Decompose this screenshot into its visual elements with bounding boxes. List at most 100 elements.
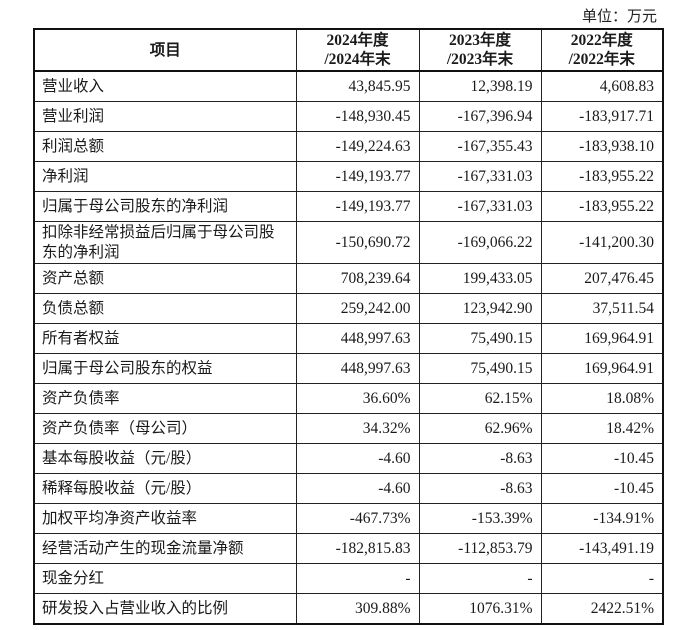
- header-item-label: 项目: [149, 41, 181, 59]
- value-2023: 12,398.19: [418, 70, 542, 102]
- value-2023: -167,331.03: [418, 161, 542, 192]
- value-2022: -143,491.19: [540, 533, 664, 564]
- value-2023: -8.63: [418, 443, 542, 474]
- table-row: 归属于母公司股东的净利润 -149,193.77 -167,331.03 -18…: [33, 191, 664, 222]
- value-2023: -112,853.79: [418, 533, 542, 564]
- row-label: 营业收入: [33, 70, 297, 102]
- value-2023: -167,355.43: [418, 131, 542, 162]
- value-2024: 708,239.64: [295, 263, 420, 294]
- table-row: 资产总额 708,239.64 199,433.05 207,476.45: [33, 263, 664, 294]
- value-2022: -141,200.30: [540, 221, 664, 264]
- table-row: 扣除非经常损益后归属于母公司股东的净利润 -150,690.72 -169,06…: [33, 221, 664, 264]
- row-label: 归属于母公司股东的权益: [33, 353, 297, 384]
- row-label: 利润总额: [33, 131, 297, 162]
- value-2024: -150,690.72: [295, 221, 420, 264]
- value-2024: -4.60: [295, 473, 420, 504]
- value-2023: 123,942.90: [418, 293, 542, 324]
- value-2022: 207,476.45: [540, 263, 664, 294]
- financial-summary-table: 项目 2024年度 /2024年末 2023年度 /2023年末 2022年度 …: [33, 28, 664, 625]
- table-row: 加权平均净资产收益率 -467.73% -153.39% -134.91%: [33, 503, 664, 534]
- row-label: 经营活动产生的现金流量净额: [33, 533, 297, 564]
- value-2024: -: [295, 563, 420, 594]
- value-2022: -183,955.22: [540, 161, 664, 192]
- value-2024: 43,845.95: [295, 70, 420, 102]
- value-2023: 1076.31%: [418, 593, 542, 625]
- value-2023: 75,490.15: [418, 353, 542, 384]
- row-label: 资产总额: [33, 263, 297, 294]
- value-2024: 448,997.63: [295, 323, 420, 354]
- value-2023: 62.96%: [418, 413, 542, 444]
- value-2024: -467.73%: [295, 503, 420, 534]
- value-2024: 259,242.00: [295, 293, 420, 324]
- table-header-row: 项目 2024年度 /2024年末 2023年度 /2023年末 2022年度 …: [33, 28, 664, 72]
- header-2023-line1: 2023年度: [448, 32, 511, 49]
- value-2022: -183,955.22: [540, 191, 664, 222]
- header-item: 项目: [33, 28, 297, 72]
- row-label: 所有者权益: [33, 323, 297, 354]
- table-row: 所有者权益 448,997.63 75,490.15 169,964.91: [33, 323, 664, 354]
- table-row: 净利润 -149,193.77 -167,331.03 -183,955.22: [33, 161, 664, 192]
- value-2023: -167,396.94: [418, 101, 542, 132]
- value-2023: -169,066.22: [418, 221, 542, 264]
- header-2023: 2023年度 /2023年末: [418, 28, 542, 72]
- value-2023: 62.15%: [418, 383, 542, 414]
- value-2024: 36.60%: [295, 383, 420, 414]
- table-row: 经营活动产生的现金流量净额 -182,815.83 -112,853.79 -1…: [33, 533, 664, 564]
- table-row: 基本每股收益（元/股） -4.60 -8.63 -10.45: [33, 443, 664, 474]
- value-2023: -167,331.03: [418, 191, 542, 222]
- value-2024: -149,224.63: [295, 131, 420, 162]
- table-row: 稀释每股收益（元/股） -4.60 -8.63 -10.45: [33, 473, 664, 504]
- value-2024: 309.88%: [295, 593, 420, 625]
- table-row: 归属于母公司股东的权益 448,997.63 75,490.15 169,964…: [33, 353, 664, 384]
- value-2024: -149,193.77: [295, 161, 420, 192]
- value-2022: 169,964.91: [540, 353, 664, 384]
- row-label: 资产负债率（母公司）: [33, 413, 297, 444]
- table-row: 资产负债率（母公司） 34.32% 62.96% 18.42%: [33, 413, 664, 444]
- value-2024: -4.60: [295, 443, 420, 474]
- row-label: 研发投入占营业收入的比例: [33, 593, 297, 625]
- row-label: 归属于母公司股东的净利润: [33, 191, 297, 222]
- value-2022: -183,938.10: [540, 131, 664, 162]
- table-row: 研发投入占营业收入的比例 309.88% 1076.31% 2422.51%: [33, 593, 664, 625]
- value-2023: 75,490.15: [418, 323, 542, 354]
- unit-label: 单位：万元: [581, 9, 657, 25]
- header-2024-line1: 2024年度: [326, 32, 389, 49]
- table-row: 营业利润 -148,930.45 -167,396.94 -183,917.71: [33, 101, 664, 132]
- row-label: 营业利润: [33, 101, 297, 132]
- table-row: 利润总额 -149,224.63 -167,355.43 -183,938.10: [33, 131, 664, 162]
- value-2022: 18.08%: [540, 383, 664, 414]
- row-label: 扣除非经常损益后归属于母公司股东的净利润: [33, 221, 297, 264]
- value-2024: -182,815.83: [295, 533, 420, 564]
- header-2022: 2022年度 /2022年末: [540, 28, 664, 72]
- value-2024: 448,997.63: [295, 353, 420, 384]
- value-2023: 199,433.05: [418, 263, 542, 294]
- value-2022: 4,608.83: [540, 70, 664, 102]
- value-2023: -: [418, 563, 542, 594]
- header-2023-line2: /2023年末: [446, 51, 514, 68]
- row-label: 基本每股收益（元/股）: [33, 443, 297, 474]
- value-2024: -149,193.77: [295, 191, 420, 222]
- header-2024-line2: /2024年末: [324, 51, 391, 68]
- table-row: 营业收入 43,845.95 12,398.19 4,608.83: [33, 70, 664, 102]
- value-2022: -134.91%: [540, 503, 664, 534]
- row-label: 资产负债率: [33, 383, 297, 414]
- value-2022: 18.42%: [540, 413, 664, 444]
- value-2022: -183,917.71: [540, 101, 664, 132]
- header-2022-line2: /2022年末: [568, 51, 635, 68]
- value-2024: 34.32%: [295, 413, 420, 444]
- table-row: 资产负债率 36.60% 62.15% 18.08%: [33, 383, 664, 414]
- value-2022: -10.45: [540, 443, 664, 474]
- header-2022-line1: 2022年度: [570, 32, 633, 49]
- value-2022: -: [540, 563, 664, 594]
- value-2022: -10.45: [540, 473, 664, 504]
- row-label: 现金分红: [33, 563, 297, 594]
- header-2024: 2024年度 /2024年末: [295, 28, 420, 72]
- row-label: 负债总额: [33, 293, 297, 324]
- table-row: 现金分红 - - -: [33, 563, 664, 594]
- value-2024: -148,930.45: [295, 101, 420, 132]
- value-2022: 169,964.91: [540, 323, 664, 354]
- value-2023: -153.39%: [418, 503, 542, 534]
- table-row: 负债总额 259,242.00 123,942.90 37,511.54: [33, 293, 664, 324]
- row-label: 加权平均净资产收益率: [33, 503, 297, 534]
- row-label: 稀释每股收益（元/股）: [33, 473, 297, 504]
